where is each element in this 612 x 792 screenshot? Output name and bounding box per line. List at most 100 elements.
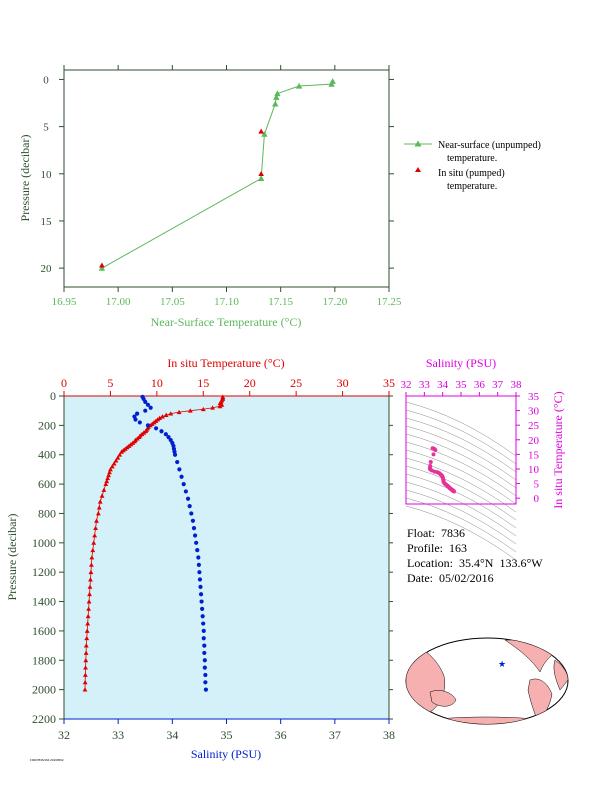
profile-temperature-point	[85, 621, 91, 626]
ts-point	[433, 448, 438, 452]
near-surface-x-tick-label: 17.25	[377, 296, 402, 308]
profile-salinity-point	[198, 592, 204, 597]
profile-salinity-point	[143, 399, 148, 404]
ts-density-contour	[405, 449, 517, 505]
profile-salinity-point	[203, 687, 209, 692]
ts-y-tick-label: 30	[528, 406, 540, 418]
ts-x-tick-label: 37	[492, 379, 504, 391]
near-surface-x-label: Near-Surface Temperature (°C)	[151, 315, 302, 329]
profile-temperature-point	[88, 577, 93, 582]
ts-y-tick-label: 0	[534, 493, 540, 505]
profile-salinity-point	[137, 420, 142, 425]
near-surface-unpumped-point	[328, 80, 335, 87]
near-surface-x-tick-label: 17.15	[268, 296, 293, 308]
float-location-map: ★	[405, 637, 569, 725]
profile-temperature-point	[86, 606, 92, 611]
near-surface-pumped-point	[258, 128, 264, 134]
profile-temperature-point	[163, 412, 169, 418]
profile-temperature-point	[85, 613, 91, 619]
profile-temperature-point	[119, 449, 124, 454]
ts-density-contour	[405, 465, 517, 521]
profile-plot-background	[64, 396, 389, 719]
profile-temperature-point	[93, 525, 98, 531]
ts-density-contour	[405, 473, 517, 529]
profile-salinity-point	[190, 518, 196, 523]
profile-salinity-point	[197, 570, 202, 575]
ts-density-contour	[405, 457, 517, 513]
profile-temperature-point	[83, 657, 89, 663]
ts-plot-frame	[405, 395, 517, 505]
float-location: Location: 35.4°N 133.6°W	[407, 556, 543, 570]
profile-salinity-point	[143, 408, 148, 413]
profile-temperature-point	[106, 472, 111, 478]
profile-salinity-point	[172, 452, 178, 457]
near-surface-unpumped-point	[261, 130, 268, 137]
profile-temperature-point	[104, 478, 110, 484]
profile-salinity-point	[159, 429, 164, 434]
ts-x-tick-label: 33	[419, 379, 431, 391]
profile-pressure-tick-label: 1400	[32, 595, 56, 609]
ts-point	[452, 489, 457, 494]
near-surface-legend: Near-surface (unpumped) temperature. In …	[404, 140, 541, 192]
profile-salinity-point	[202, 643, 207, 648]
near-surface-unpumped-point	[274, 90, 281, 97]
profile-temperature-point	[101, 487, 107, 492]
profile-salinity-point	[175, 459, 180, 465]
profile-salinity-point	[166, 435, 171, 440]
profile-salinity-point	[202, 650, 207, 656]
profile-salinity-point	[135, 411, 140, 416]
profile-salinity-point	[197, 577, 203, 582]
ts-x-tick-label: 32	[401, 379, 412, 391]
profile-temperature-point	[82, 679, 88, 685]
ts-y-label: In situ Temperature (°C)	[551, 391, 565, 508]
near-surface-axes: 16.95 17.00 17.05 17.10 17.15 17.20 17.25 0 5 10 1…	[41, 65, 402, 308]
profile-temperature-point	[95, 511, 101, 516]
map-land-australia	[429, 690, 457, 707]
near-surface-x-tick-label: 17.05	[160, 296, 185, 308]
profile-salinity-point	[192, 533, 198, 538]
float-location-star-icon: ★	[498, 659, 506, 669]
ts-point	[428, 459, 433, 464]
profile-temperature-point	[87, 584, 93, 589]
profile-salinity-point	[199, 599, 204, 604]
ts-density-contour	[405, 409, 517, 465]
profile-salinity-point	[191, 526, 197, 531]
profile-salinity-point	[195, 548, 200, 553]
profile-temperature-point	[89, 555, 95, 560]
profile-salinity-point	[203, 672, 208, 678]
ts-y-tick-label: 5	[534, 479, 540, 491]
profile-salinity-point	[148, 405, 153, 410]
profile-temperature-point	[117, 452, 123, 457]
ts-x-tick-label: 36	[474, 379, 486, 391]
ts-density-contours	[405, 401, 517, 561]
profile-bottom-x-label: Salinity (PSU)	[191, 747, 261, 761]
profile-temperature-point	[96, 505, 102, 510]
near-surface-plot-frame	[63, 69, 390, 288]
profile-date: Date: 05/02/2016	[407, 571, 494, 585]
profile-salinity-point	[189, 511, 194, 516]
ts-x-tick-label: 34	[437, 379, 449, 391]
profile-salinity-point	[163, 432, 168, 437]
ts-y-tick-label: 35	[528, 391, 540, 403]
profile-pressure-tick-label: 800	[38, 506, 56, 520]
profile-temperature-point	[83, 665, 88, 670]
profile-sal-tick-label: 34	[166, 728, 178, 742]
profile-sal-tick-label: 32	[58, 728, 70, 742]
profile-number: Profile: 163	[407, 541, 467, 555]
near-surface-y-tick-label: 10	[41, 169, 53, 181]
profile-temperature-point	[92, 533, 98, 538]
profile-temperature-point	[88, 562, 94, 567]
profile-temperature-point	[105, 475, 111, 481]
near-surface-y-label: Pressure (decibar)	[18, 135, 32, 222]
profile-pressure-tick-label: 200	[38, 418, 56, 432]
profile-pressure-tick-label: 0	[50, 389, 56, 403]
ts-density-contour	[405, 481, 517, 537]
profile-salinity-point	[202, 665, 207, 670]
profile-sal-tick-label: 38	[383, 728, 395, 742]
legend-unpumped-label-1: Near-surface (unpumped)	[438, 140, 541, 151]
near-surface-x-tick-label: 16.95	[52, 296, 77, 308]
profile-salinity-point	[196, 555, 201, 560]
legend-unpumped-marker	[414, 140, 422, 147]
profile-pressure-tick-label: 1600	[32, 624, 56, 638]
